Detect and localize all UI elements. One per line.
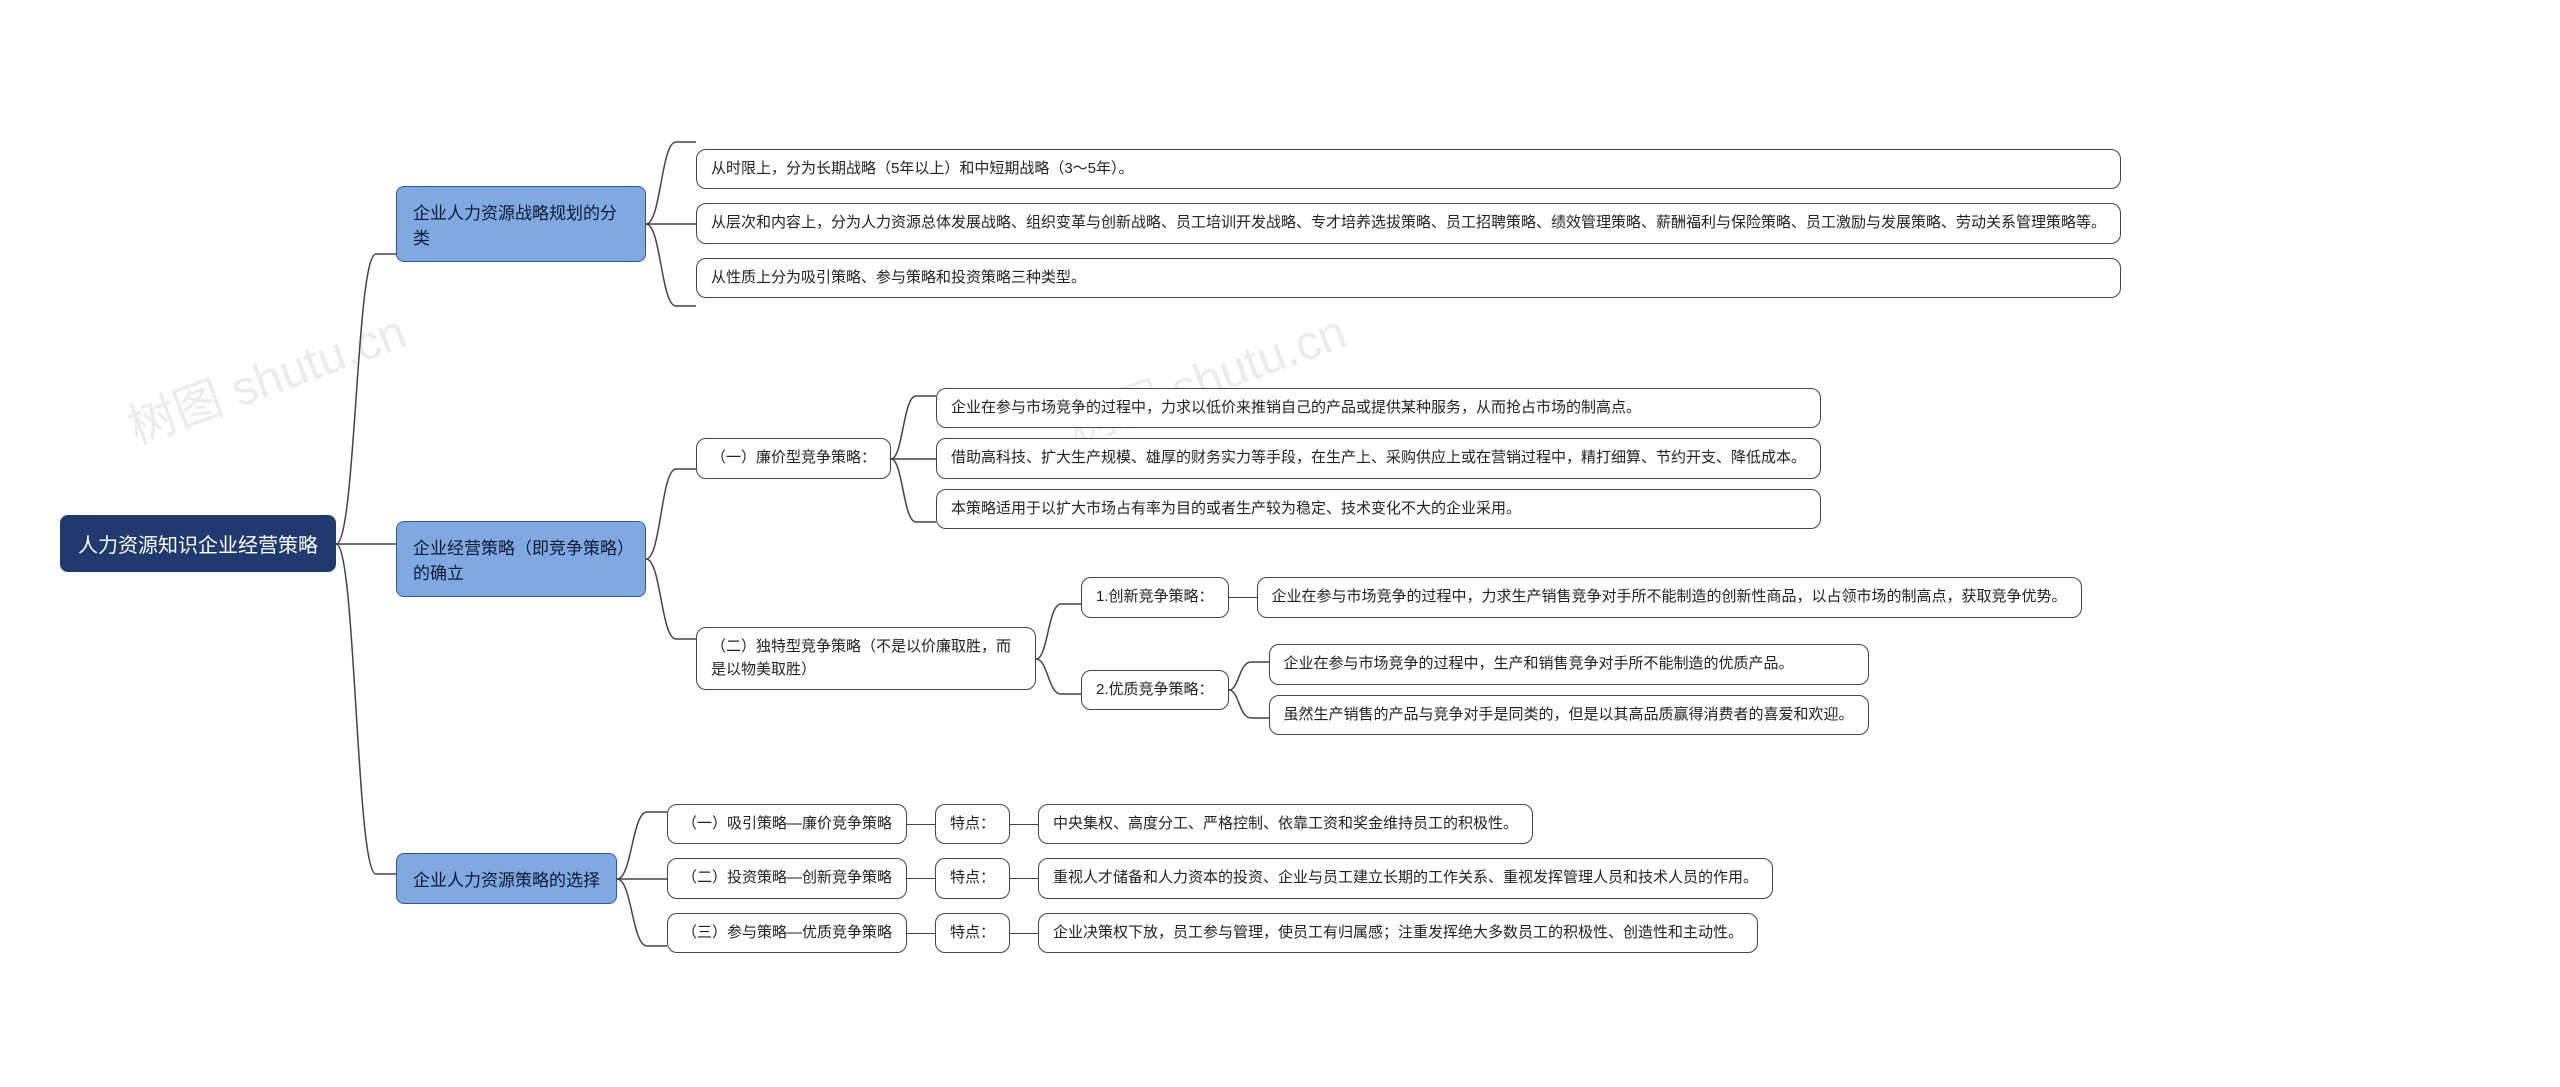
leaf-node: （二）独特型竞争策略（不是以价廉取胜，而是以物美取胜） [696, 627, 1036, 690]
branch-3-row: （一）吸引策略—廉价竞争策略 特点： 中央集权、高度分工、严格控制、依靠工资和奖… [667, 804, 1773, 845]
leaf-node: （一）吸引策略—廉价竞争策略 [667, 804, 907, 845]
connector [907, 933, 935, 934]
connector-root [336, 94, 396, 994]
leaf-node: 特点： [935, 858, 1010, 899]
connector [1229, 597, 1257, 598]
leaf-node: 特点： [935, 804, 1010, 845]
connector [1229, 640, 1269, 740]
leaf-node: 特点： [935, 913, 1010, 954]
branch-2-2: （二）独特型竞争策略（不是以价廉取胜，而是以物美取胜） 1.创新竞争策略： 企业… [696, 574, 2082, 744]
branch-2-1: （一）廉价型竞争策略： 企业在参与市场竞争的过程中，力求以低价来推销自己的产品或… [696, 374, 2082, 544]
mindmap-container: 人力资源知识企业经营策略 企业人力资源战略规划的分类 从时限上，分为长期战略（5… [60, 0, 2121, 1087]
leaf-node: （三）参与策略—优质竞争策略 [667, 913, 907, 954]
leaf-node: 1.创新竞争策略： [1081, 577, 1229, 618]
leaf-node: 从时限上，分为长期战略（5年以上）和中短期战略（3～5年）。 [696, 149, 2121, 190]
leaf-node: 企业在参与市场竞争的过程中，力求生产销售竞争对手所不能制造的创新性商品，以占领市… [1257, 577, 2082, 618]
branch-3: 企业人力资源策略的选择 （一）吸引策略—廉价竞争策略 特点： 中央集权、高度分工… [396, 784, 2121, 974]
l1-node: 企业人力资源策略的选择 [396, 853, 617, 904]
leaf-node: 从性质上分为吸引策略、参与策略和投资策略三种类型。 [696, 258, 2121, 299]
leaf-node: 企业在参与市场竞争的过程中，生产和销售竞争对手所不能制造的优质产品。 [1269, 644, 1869, 685]
connector [617, 784, 667, 974]
leaf-node: 企业决策权下放，员工参与管理，使员工有归属感；注重发挥绝大多数员工的积极性、创造… [1038, 913, 1758, 954]
connector [891, 374, 936, 544]
branch-2-2-1: 1.创新竞争策略： 企业在参与市场竞争的过程中，力求生产销售竞争对手所不能制造的… [1081, 577, 2082, 618]
connector [1010, 878, 1038, 879]
connector [1010, 933, 1038, 934]
leaf-node: 中央集权、高度分工、严格控制、依靠工资和奖金维持员工的积极性。 [1038, 804, 1533, 845]
leaf-node: 从层次和内容上，分为人力资源总体发展战略、组织变革与创新战略、员工培训开发战略、… [696, 203, 2121, 244]
leaf-node: 本策略适用于以扩大市场占有率为目的或者生产较为稳定、技术变化不大的企业采用。 [936, 489, 1821, 530]
leaf-node: 2.优质竞争策略： [1081, 670, 1229, 711]
branch-3-row: （二）投资策略—创新竞争策略 特点： 重视人才储备和人力资本的投资、企业与员工建… [667, 858, 1773, 899]
connector [907, 878, 935, 879]
connector [646, 114, 696, 334]
connector [1010, 824, 1038, 825]
leaf-node: 企业在参与市场竞争的过程中，力求以低价来推销自己的产品或提供某种服务，从而抢占市… [936, 388, 1821, 429]
root-node: 人力资源知识企业经营策略 [60, 515, 336, 572]
l1-node: 企业经营策略（即竞争策略）的确立 [396, 521, 646, 597]
leaf-node: （二）投资策略—创新竞争策略 [667, 858, 907, 899]
branch-1: 企业人力资源战略规划的分类 从时限上，分为长期战略（5年以上）和中短期战略（3～… [396, 114, 2121, 334]
leaf-node: 重视人才储备和人力资本的投资、企业与员工建立长期的工作关系、重视发挥管理人员和技… [1038, 858, 1773, 899]
leaf-node: 虽然生产销售的产品与竞争对手是同类的，但是以其高品质赢得消费者的喜爱和欢迎。 [1269, 695, 1869, 736]
branch-2: 企业经营策略（即竞争策略）的确立 （一）廉价型竞争策略： 企业在参与市场竞争的过… [396, 374, 2121, 744]
branch-2-2-2: 2.优质竞争策略： 企业在参与市场竞争的过程中，生产和销售竞争对手所不能制造的优… [1081, 640, 2082, 740]
leaf-node: 借助高科技、扩大生产规模、雄厚的财务实力等手段，在生产上、采购供应上或在营销过程… [936, 438, 1821, 479]
l1-node: 企业人力资源战略规划的分类 [396, 186, 646, 262]
connector [646, 389, 696, 729]
branch-3-row: （三）参与策略—优质竞争策略 特点： 企业决策权下放，员工参与管理，使员工有归属… [667, 913, 1773, 954]
connector [907, 824, 935, 825]
connector [1036, 574, 1081, 744]
leaf-node: （一）廉价型竞争策略： [696, 438, 891, 479]
